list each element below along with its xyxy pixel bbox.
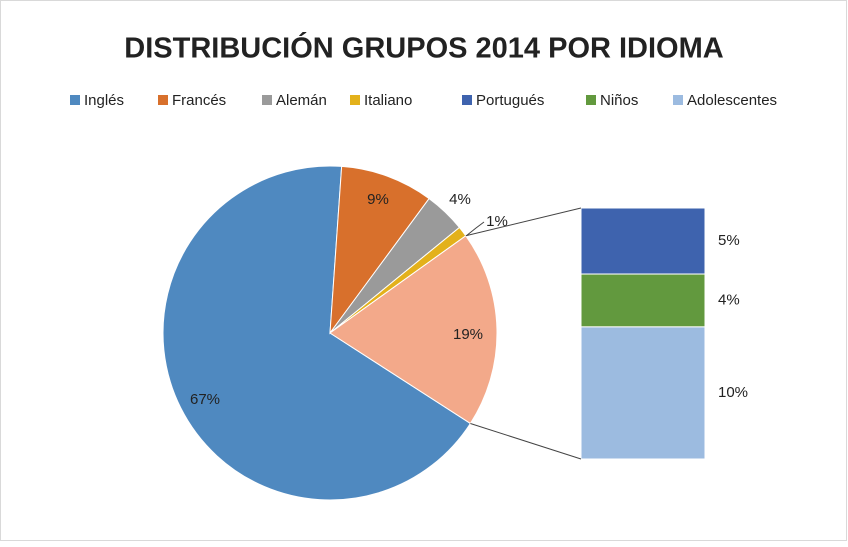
pie-slice: [329, 235, 498, 425]
legend-swatch: [158, 95, 168, 105]
bar-segment: [580, 273, 706, 328]
legend-swatch: [262, 95, 272, 105]
bar-segment: [580, 326, 706, 460]
bar-segment: [580, 207, 706, 275]
legend-swatch: [70, 95, 80, 105]
pie-slice: [329, 165, 430, 335]
chart-title: DISTRIBUCIÓN GRUPOS 2014 POR IDIOMA: [124, 31, 723, 65]
data-label: 4%: [449, 191, 471, 208]
data-label: 19%: [453, 326, 483, 343]
connector-line: [465, 207, 582, 237]
legend-label: Francés: [172, 92, 226, 109]
legend-label: Italiano: [364, 92, 412, 109]
legend-swatch: [586, 95, 596, 105]
pie-slice: [162, 165, 472, 501]
legend-label: Inglés: [84, 92, 124, 109]
data-label: 4%: [718, 291, 740, 308]
data-label: 10%: [718, 384, 748, 401]
legend-label: Niños: [600, 92, 638, 109]
legend-label: Portugués: [476, 92, 544, 109]
data-label: 67%: [190, 391, 220, 408]
connector-line: [470, 422, 582, 460]
data-label: 5%: [718, 232, 740, 249]
legend-label: Alemán: [276, 92, 327, 109]
leader-line: [465, 221, 485, 237]
legend-label: Adolescentes: [687, 92, 777, 109]
legend-swatch: [462, 95, 472, 105]
legend-swatch: [350, 95, 360, 105]
data-label: 1%: [486, 213, 508, 230]
legend-swatch: [673, 95, 683, 105]
data-label: 9%: [367, 191, 389, 208]
